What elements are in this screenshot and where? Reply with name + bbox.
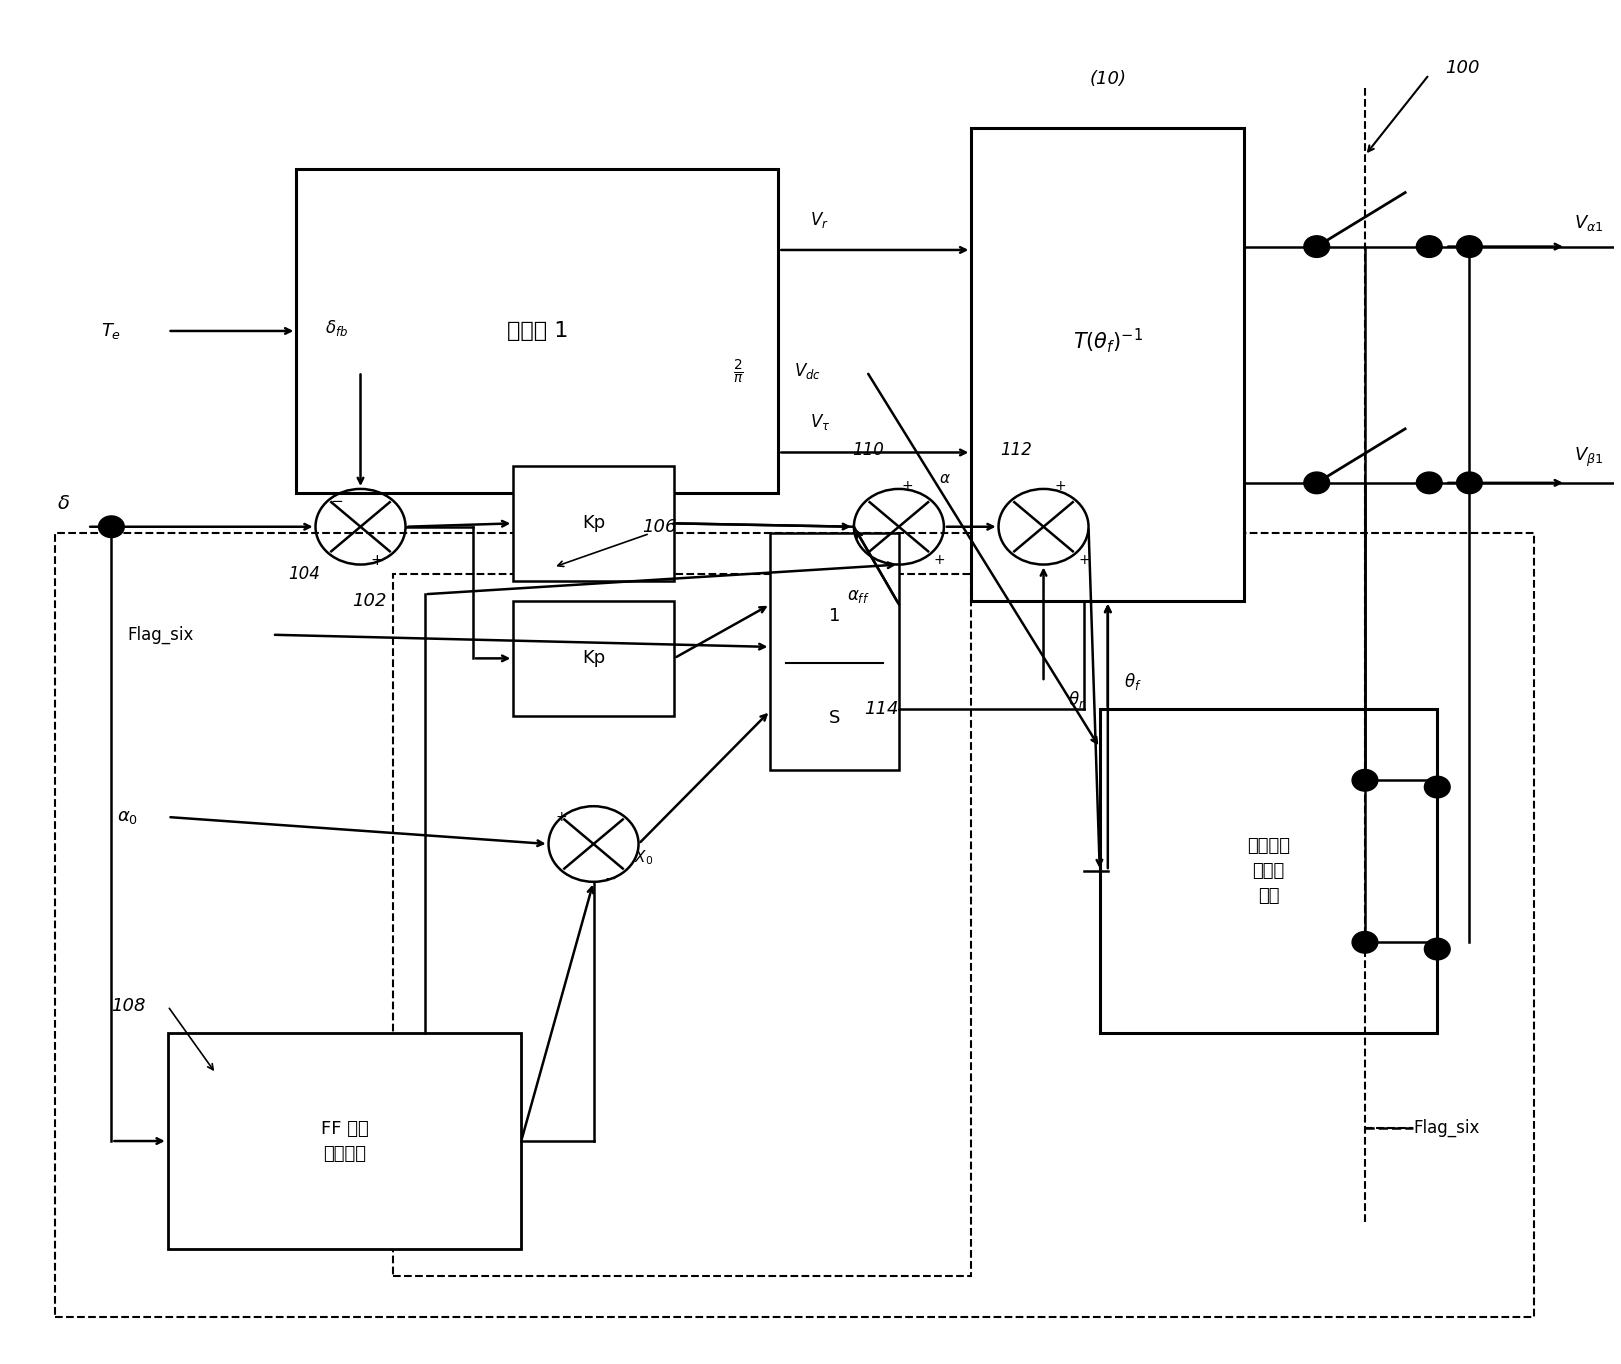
Text: $+$: $+$ [934,554,945,567]
Circle shape [1417,236,1443,258]
Text: 102: 102 [352,592,387,610]
Text: $\theta_r$: $\theta_r$ [1068,689,1084,709]
Text: 104: 104 [289,565,319,582]
Text: $+$: $+$ [1054,479,1065,494]
Bar [971,128,1245,602]
Text: $\alpha$: $\alpha$ [939,471,952,486]
Bar [55,533,1533,1316]
Text: 114: 114 [864,700,900,717]
Text: $V_{dc}$: $V_{dc}$ [794,361,822,382]
Text: $V_r$: $V_r$ [810,210,830,229]
Text: 1: 1 [828,607,840,625]
Bar [297,169,778,492]
Text: FF 电压
角度计算: FF 电压 角度计算 [321,1120,368,1162]
Text: 参考图 1: 参考图 1 [507,321,567,341]
Text: $X_0$: $X_0$ [634,848,653,868]
Text: $+$: $+$ [556,810,567,824]
Bar [1099,709,1438,1033]
Text: $\theta_f$: $\theta_f$ [1123,671,1141,693]
Circle shape [1457,236,1482,258]
Text: $\frac{2}{\pi}$: $\frac{2}{\pi}$ [733,357,744,386]
Text: $-$: $-$ [603,870,616,885]
Text: $T(\theta_f)^{-1}$: $T(\theta_f)^{-1}$ [1073,327,1143,356]
Text: 110: 110 [853,441,885,460]
Circle shape [1303,236,1329,258]
Circle shape [1352,769,1378,791]
Text: Flag_six: Flag_six [1414,1118,1480,1136]
Text: Kp: Kp [582,514,605,532]
Text: $\delta_{fb}$: $\delta_{fb}$ [324,318,349,338]
Bar [514,466,674,581]
Bar [392,574,971,1277]
Circle shape [1457,472,1482,494]
Circle shape [1425,938,1451,960]
Circle shape [1425,776,1451,798]
Text: $-$: $-$ [329,492,344,507]
Text: $+$: $+$ [901,479,913,494]
Text: $\alpha_{ff}$: $\alpha_{ff}$ [848,588,870,606]
Circle shape [99,516,125,537]
Circle shape [1303,472,1329,494]
Text: $+$: $+$ [370,552,383,567]
Text: 112: 112 [1000,441,1033,460]
Text: $\delta$: $\delta$ [57,494,70,513]
Text: (10): (10) [1089,70,1127,87]
Text: Kp: Kp [582,649,605,667]
Text: 到笛卡儿
坐标的
极线: 到笛卡儿 坐标的 极线 [1247,837,1290,906]
Text: $V_{\tau}$: $V_{\tau}$ [810,412,832,432]
Text: $+$: $+$ [1078,554,1089,567]
Text: Flag_six: Flag_six [128,626,195,644]
Bar [770,533,900,769]
Circle shape [1417,472,1443,494]
Text: $T_e$: $T_e$ [101,321,122,341]
Text: 106: 106 [642,518,676,536]
Bar [167,1033,522,1249]
Text: $\alpha_0$: $\alpha_0$ [117,807,138,827]
Text: $V_{\alpha 1}$: $V_{\alpha 1}$ [1574,213,1603,233]
Text: 100: 100 [1446,59,1480,76]
Text: 108: 108 [112,997,146,1015]
Text: S: S [828,709,840,727]
Text: $V_{\beta 1}$: $V_{\beta 1}$ [1574,446,1603,469]
Circle shape [1352,932,1378,953]
Bar [514,602,674,716]
